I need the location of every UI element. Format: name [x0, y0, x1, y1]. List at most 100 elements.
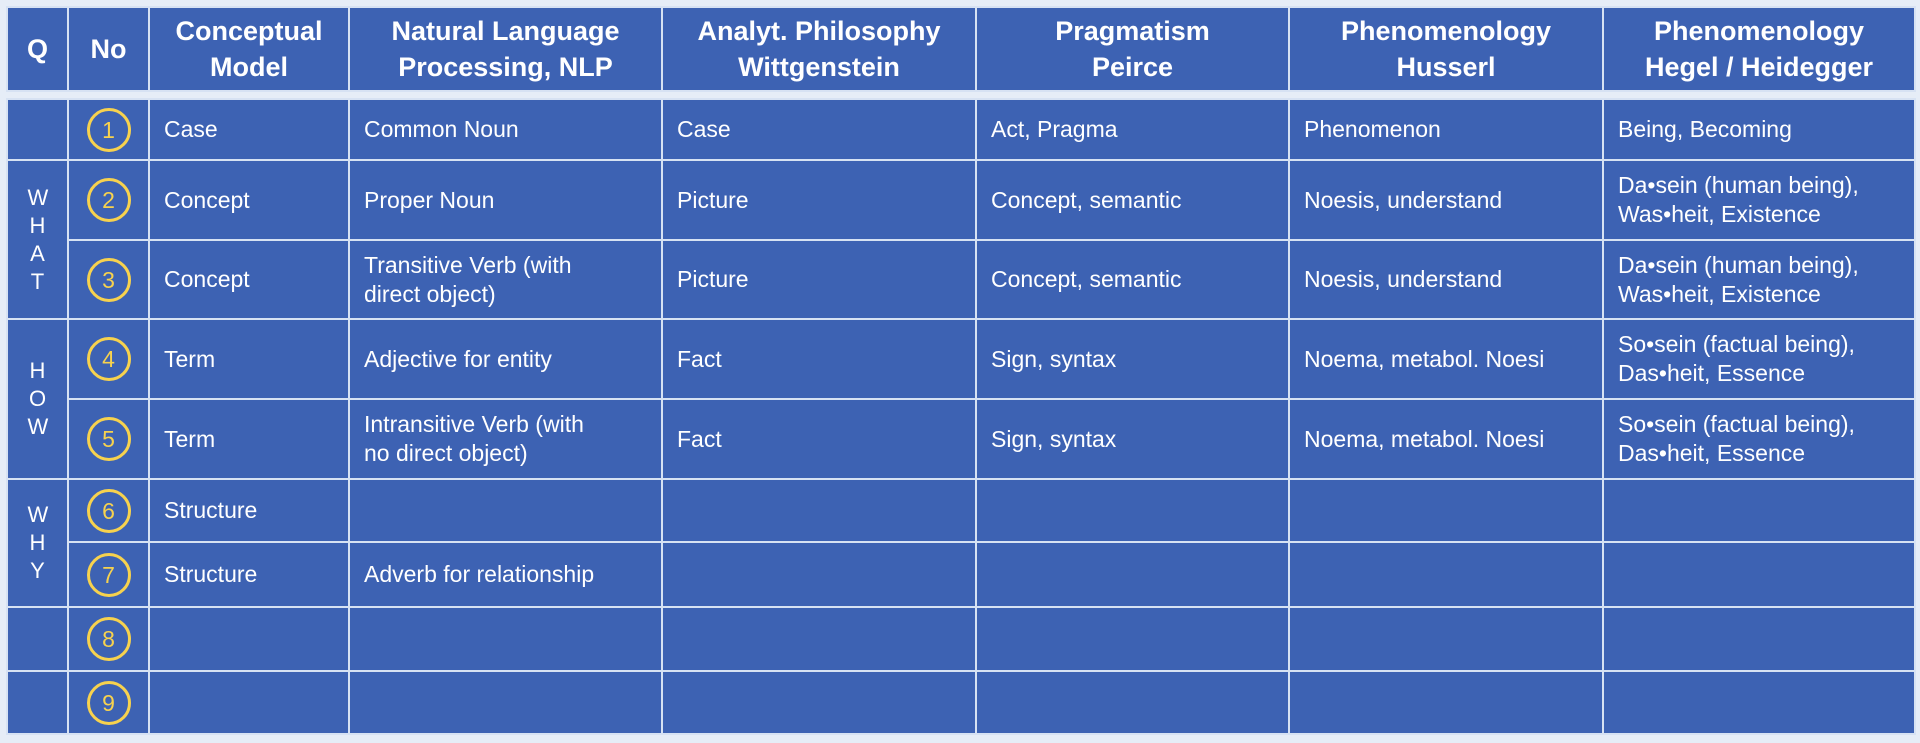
cell-text: Case — [677, 116, 731, 142]
cell-text: Concept, semantic — [991, 266, 1182, 292]
header-conceptual-model: Conceptual Model — [148, 6, 350, 92]
cell-text: Intransitive Verb (with — [364, 411, 584, 437]
cell-conceptual-model: Structure — [148, 541, 350, 608]
table-row: 3 Concept Transitive Verb (with direct obje… — [7, 239, 1916, 320]
row-number: 9 — [67, 670, 150, 735]
cell-conceptual-model — [148, 670, 350, 735]
header-line: Phenomenology — [1653, 16, 1864, 46]
question-group — [6, 98, 69, 161]
cell-hegel-heidegger — [1602, 541, 1916, 608]
question-group: HOW — [6, 318, 69, 480]
table-row: WHY 6 Structure — [6, 478, 1916, 608]
circled-number-icon: 5 — [86, 417, 131, 461]
cell-conceptual-model: Term — [148, 398, 350, 480]
header-hegel-heidegger: Phenomenology Hegel / Heidegger — [1602, 6, 1916, 92]
cell-text: no direct object) — [364, 440, 528, 466]
cell-text: Transitive Verb (with — [364, 251, 572, 278]
cell-text: So•sein (factual being), — [1618, 331, 1855, 357]
cell-text: Concept — [164, 186, 250, 213]
cell-nlp: Intransitive Verb (with no direct object) — [348, 398, 663, 480]
header-no: No — [67, 6, 150, 92]
table-row: WHAT 2 Concept Proper Noun Picture Concept, s… — [6, 159, 1916, 320]
header-line: Hegel / Heidegger — [1644, 52, 1874, 82]
cell-text: Da•sein (human being), — [1618, 251, 1859, 278]
question-group: WHY — [6, 478, 69, 608]
cell-text: Noesis, understand — [1304, 266, 1503, 292]
cell-text: Was•heit, Existence — [1618, 280, 1821, 307]
header-line: Peirce — [1091, 52, 1174, 82]
cell-text: Act, Pragma — [991, 116, 1118, 142]
cell-text: Was•heit, Existence — [1618, 201, 1821, 227]
cell-peirce — [975, 478, 1290, 543]
cell-conceptual-model: Concept — [148, 159, 350, 241]
header-line: Husserl — [1396, 52, 1496, 82]
cell-hegel-heidegger: Da•sein (human being), Was•heit, Existenc… — [1602, 159, 1916, 241]
cell-text: Being, Becoming — [1618, 116, 1792, 142]
cell-hegel-heidegger — [1602, 670, 1916, 735]
header-line: Analyt. Philosophy — [697, 16, 941, 46]
data-table: 1 Case Common Noun Case Act, Pragma Phenomeno… — [6, 98, 1916, 735]
cell-text: Case — [164, 116, 218, 142]
table-row: 7 Structure Adverb for relationship — [7, 541, 1916, 608]
cell-peirce: Sign, syntax — [975, 318, 1290, 400]
cell-hegel-heidegger: So•sein (factual being), Das•heit, Essenc… — [1602, 318, 1916, 400]
cell-text: Term — [164, 425, 216, 452]
question-group: WHAT — [6, 159, 69, 320]
cell-conceptual-model — [148, 606, 350, 672]
row-number: 4 — [67, 318, 150, 400]
cell-peirce — [975, 606, 1290, 672]
cell-peirce — [975, 670, 1290, 735]
question-group — [6, 670, 69, 735]
header-q: Q — [6, 6, 69, 92]
cell-text: Sign, syntax — [991, 345, 1117, 372]
circled-number-icon: 7 — [86, 552, 131, 597]
cell-peirce: Concept, semantic — [975, 239, 1290, 320]
cell-husserl — [1288, 478, 1604, 543]
cell-conceptual-model: Case — [148, 98, 350, 161]
cell-husserl: Phenomenon — [1288, 98, 1604, 161]
cell-hegel-heidegger: Being, Becoming — [1602, 98, 1916, 161]
cell-text: Das•heit, Essence — [1618, 440, 1806, 466]
cell-text: Concept — [164, 266, 250, 292]
header-line: Wittgenstein — [738, 52, 900, 82]
cell-nlp: Adjective for entity — [348, 318, 663, 400]
header-line: Phenomenology — [1340, 16, 1551, 46]
cell-husserl: Noesis, understand — [1288, 159, 1604, 241]
cell-peirce — [975, 541, 1290, 608]
table-header: Q No Conceptual Model Natural Language Proces… — [6, 6, 1916, 92]
cell-text: Proper Noun — [364, 186, 495, 213]
cell-hegel-heidegger: Da•sein (human being), Was•heit, Existenc… — [1602, 239, 1916, 320]
cell-text: Picture — [677, 186, 749, 213]
circled-number-icon: 4 — [86, 337, 131, 381]
header-line: Model — [210, 52, 288, 82]
table-row: 8 — [6, 606, 1916, 672]
cell-wittgenstein — [661, 606, 977, 672]
circled-number-icon: 9 — [86, 680, 131, 725]
table-row: 9 — [6, 670, 1916, 735]
cell-peirce: Concept, semantic — [975, 159, 1290, 241]
header-husserl: Phenomenology Husserl — [1288, 6, 1604, 92]
cell-nlp: Proper Noun — [348, 159, 663, 241]
cell-wittgenstein — [661, 670, 977, 735]
cell-text: Noema, metabol. Noesi — [1304, 425, 1545, 452]
cell-husserl — [1288, 606, 1604, 672]
question-label: WHY — [27, 502, 49, 583]
cell-text: Adverb for relationship — [364, 561, 595, 587]
cell-wittgenstein — [661, 541, 977, 608]
cell-conceptual-model: Term — [148, 318, 350, 400]
cell-text: direct object) — [364, 280, 496, 307]
cell-text: Adjective for entity — [364, 345, 552, 372]
header-line: Pragmatism — [1055, 16, 1210, 46]
table-row: 1 Case Common Noun Case Act, Pragma Phenomeno… — [6, 98, 1916, 161]
circled-number-icon: 2 — [86, 178, 131, 222]
header-line: Natural Language — [391, 16, 620, 46]
cell-nlp — [348, 606, 663, 672]
cell-nlp: Common Noun — [348, 98, 663, 161]
cell-wittgenstein — [661, 478, 977, 543]
row-number: 1 — [67, 98, 150, 161]
cell-conceptual-model: Concept — [148, 239, 350, 320]
cell-wittgenstein: Fact — [661, 398, 977, 480]
cell-nlp — [348, 670, 663, 735]
cell-text: Phenomenon — [1304, 116, 1441, 142]
circled-number-icon: 6 — [86, 488, 131, 533]
